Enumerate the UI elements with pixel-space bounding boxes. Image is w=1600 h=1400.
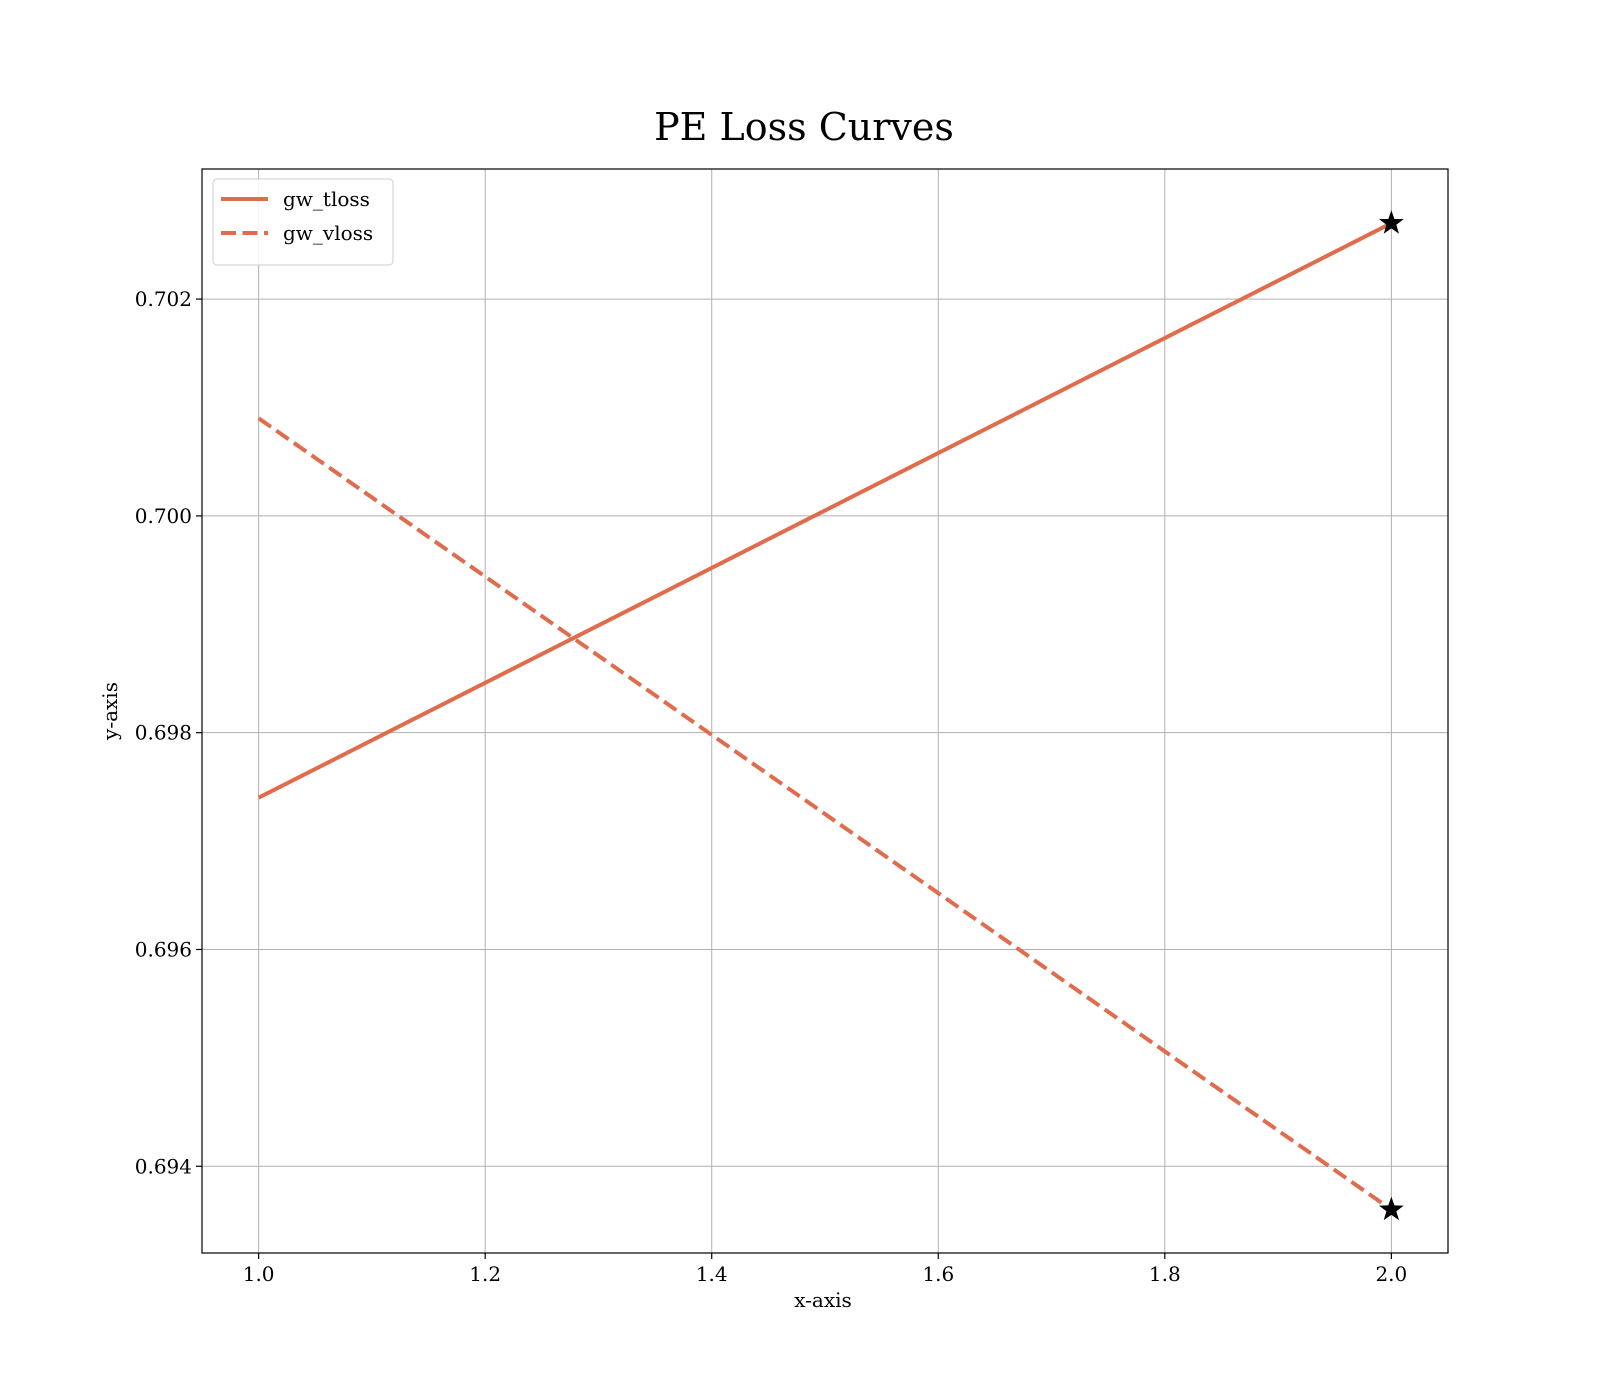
- star-marker-gw_vloss: [1379, 1196, 1404, 1221]
- x-tick-label: 2.0: [1375, 1262, 1407, 1286]
- y-tick-label: 0.696: [135, 937, 192, 961]
- legend-label-gw_vloss: gw_vloss: [283, 221, 373, 245]
- y-tick-label: 0.698: [135, 721, 192, 745]
- star-marker-gw_tloss: [1379, 210, 1404, 234]
- y-axis-label: y-axis: [98, 682, 122, 741]
- legend: gw_tloss gw_vloss: [212, 178, 394, 266]
- y-tick-label: 0.700: [135, 504, 192, 528]
- legend-label-gw_tloss: gw_tloss: [283, 187, 370, 211]
- series-layer: [257, 210, 1404, 1221]
- x-tick-label: 1.6: [922, 1262, 954, 1286]
- series-line-gw_vloss: [257, 416, 1393, 1212]
- series-line-gw_tloss: [257, 221, 1393, 800]
- x-tick-label: 1.0: [243, 1262, 275, 1286]
- y-tick-label: 0.702: [135, 287, 192, 311]
- y-axis-ticks: 0.694 0.696 0.698 0.700 0.702: [135, 287, 202, 1178]
- x-tick-label: 1.8: [1149, 1262, 1181, 1286]
- x-tick-label: 1.2: [469, 1262, 501, 1286]
- y-tick-label: 0.694: [135, 1154, 192, 1178]
- x-axis-label: x-axis: [794, 1288, 852, 1312]
- plot-frame: [201, 168, 1449, 1254]
- chart-title: PE Loss Curves: [654, 105, 954, 149]
- x-tick-label: 1.4: [696, 1262, 728, 1286]
- x-axis-ticks: 1.0 1.2 1.4 1.6 1.8 2.0: [243, 1253, 1407, 1286]
